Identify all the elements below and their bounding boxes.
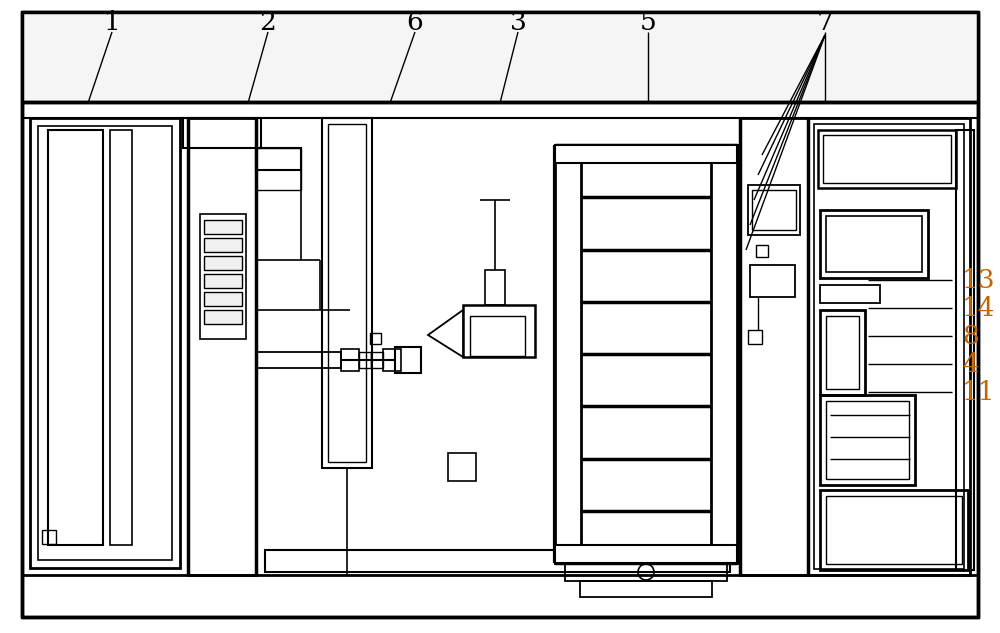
- Bar: [204, 310, 242, 324]
- Text: 4: 4: [962, 351, 979, 377]
- Bar: [383, 349, 401, 371]
- Bar: [370, 333, 381, 344]
- Bar: [555, 545, 737, 563]
- Bar: [814, 124, 964, 569]
- Bar: [711, 145, 737, 563]
- Bar: [565, 563, 727, 581]
- Bar: [555, 145, 737, 163]
- Bar: [395, 347, 421, 373]
- Bar: [328, 124, 366, 462]
- Bar: [371, 352, 383, 368]
- Text: 2: 2: [260, 9, 276, 35]
- Bar: [38, 126, 172, 560]
- Bar: [200, 214, 246, 339]
- Bar: [110, 130, 132, 545]
- Bar: [42, 530, 56, 544]
- Text: 8: 8: [962, 323, 979, 349]
- Bar: [204, 292, 242, 306]
- Bar: [756, 245, 768, 257]
- Bar: [256, 148, 301, 190]
- Bar: [256, 352, 341, 368]
- Bar: [183, 118, 261, 148]
- Bar: [265, 550, 730, 572]
- Text: 6: 6: [407, 9, 423, 35]
- Bar: [341, 349, 359, 371]
- Circle shape: [720, 550, 728, 558]
- Circle shape: [720, 150, 728, 158]
- Text: 3: 3: [510, 9, 526, 35]
- Bar: [22, 12, 978, 102]
- Bar: [204, 274, 242, 288]
- Text: 5: 5: [640, 9, 656, 35]
- Bar: [752, 190, 796, 230]
- Bar: [448, 453, 476, 481]
- Bar: [555, 145, 581, 563]
- Bar: [808, 118, 970, 575]
- Bar: [30, 118, 180, 568]
- Circle shape: [564, 550, 572, 558]
- Bar: [359, 352, 371, 368]
- Bar: [820, 395, 915, 485]
- Bar: [256, 148, 301, 170]
- Circle shape: [564, 150, 572, 158]
- Bar: [820, 285, 880, 303]
- Bar: [555, 145, 737, 563]
- Bar: [823, 135, 951, 183]
- Bar: [48, 130, 103, 545]
- Bar: [204, 220, 242, 234]
- Bar: [820, 310, 865, 395]
- Bar: [204, 256, 242, 270]
- Bar: [826, 401, 909, 479]
- Text: 13: 13: [962, 268, 996, 292]
- Text: 11: 11: [962, 380, 996, 404]
- Bar: [322, 118, 372, 468]
- Bar: [750, 265, 795, 297]
- Bar: [748, 330, 762, 344]
- Polygon shape: [428, 310, 463, 357]
- Bar: [463, 305, 535, 357]
- Text: 14: 14: [962, 296, 996, 320]
- Bar: [740, 118, 808, 575]
- Bar: [188, 118, 256, 575]
- Bar: [204, 238, 242, 252]
- Bar: [826, 496, 962, 564]
- Bar: [748, 185, 800, 235]
- Bar: [826, 316, 859, 389]
- Bar: [580, 581, 712, 597]
- Bar: [818, 130, 956, 188]
- Bar: [826, 216, 922, 272]
- Bar: [820, 210, 928, 278]
- Text: 1: 1: [104, 9, 120, 35]
- Bar: [485, 270, 505, 305]
- Bar: [820, 490, 968, 570]
- Bar: [470, 316, 525, 356]
- Bar: [956, 130, 974, 570]
- Text: 7: 7: [817, 9, 833, 35]
